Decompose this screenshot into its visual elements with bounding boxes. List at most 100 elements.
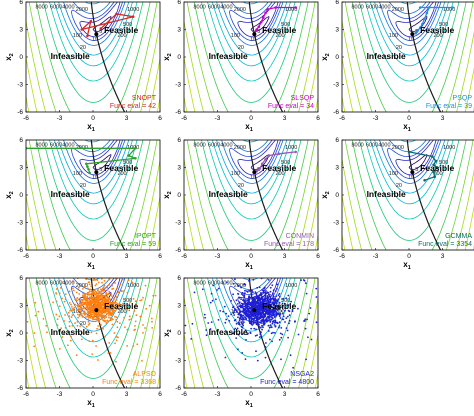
- sample-point: [263, 307, 266, 309]
- contour-line: [237, 140, 279, 176]
- sample-point: [90, 285, 93, 288]
- sample-point: [91, 339, 94, 342]
- sample-point: [68, 302, 71, 304]
- path-point: [258, 167, 262, 170]
- sample-point: [257, 311, 260, 314]
- sample-point: [273, 316, 276, 318]
- sample-point: [97, 299, 100, 301]
- sample-point: [81, 316, 84, 318]
- sample-point: [250, 311, 253, 314]
- sample-point: [78, 307, 80, 310]
- sample-point: [148, 304, 151, 307]
- sample-point: [89, 300, 92, 302]
- sample-point: [287, 336, 289, 339]
- sample-point: [97, 325, 100, 327]
- sample-point: [284, 321, 286, 323]
- sample-point: [84, 299, 87, 302]
- sample-point: [260, 313, 263, 315]
- sample-point: [284, 309, 286, 312]
- sample-point: [103, 316, 105, 318]
- sample-point: [264, 297, 266, 299]
- sample-point: [117, 291, 120, 294]
- path-point: [255, 28, 258, 31]
- sample-point: [69, 309, 71, 312]
- sample-point: [68, 315, 71, 317]
- path-point: [425, 11, 429, 15]
- sample-point: [101, 300, 103, 303]
- contour-line: [63, 2, 126, 46]
- x-axis-label: x1: [245, 260, 253, 271]
- sample-point: [96, 313, 98, 316]
- contour-label: 100: [389, 33, 398, 39]
- sample-point: [110, 307, 113, 310]
- y-tick-label: 0: [19, 330, 23, 337]
- contour-line: [184, 333, 318, 388]
- sample-point: [233, 314, 236, 316]
- sample-point: [205, 334, 208, 337]
- sample-point: [48, 261, 50, 263]
- x-axis-label: x1: [245, 122, 253, 133]
- sample-point: [266, 296, 269, 299]
- x-tick-label: 3: [441, 253, 445, 260]
- sample-point: [95, 345, 97, 347]
- sample-point: [274, 320, 277, 323]
- sample-point: [83, 306, 86, 309]
- sample-point: [268, 308, 271, 311]
- sample-point: [94, 297, 97, 300]
- sample-point: [247, 271, 249, 273]
- sample-point: [274, 325, 277, 328]
- sample-point: [103, 317, 106, 320]
- contour-line: [28, 140, 158, 250]
- path-point: [86, 165, 89, 168]
- sample-point: [88, 297, 91, 300]
- sample-point: [259, 269, 261, 271]
- sample-point: [89, 304, 92, 307]
- sample-point: [106, 288, 109, 291]
- sample-point: [111, 288, 113, 290]
- sample-point: [269, 321, 272, 323]
- sample-point: [34, 314, 37, 317]
- path-point: [257, 25, 261, 29]
- sample-point: [68, 290, 71, 293]
- sample-point: [246, 306, 249, 309]
- sample-point: [242, 294, 244, 296]
- contour-label: 10: [250, 175, 256, 181]
- sample-point: [285, 297, 287, 299]
- sample-point: [267, 305, 270, 307]
- sample-point: [115, 360, 117, 363]
- contour-label: 10: [92, 175, 98, 181]
- sample-point: [258, 297, 261, 299]
- sample-point: [88, 322, 91, 325]
- sample-point: [78, 273, 80, 275]
- sample-point: [244, 299, 247, 301]
- sample-point: [209, 301, 212, 304]
- sample-point: [244, 312, 247, 315]
- sample-point: [273, 321, 276, 324]
- path-point: [423, 17, 426, 20]
- sample-point: [81, 301, 84, 304]
- sample-point: [64, 314, 66, 316]
- sample-point: [203, 313, 206, 316]
- sample-point: [230, 300, 233, 302]
- sample-point: [47, 258, 49, 260]
- sample-point: [151, 320, 153, 323]
- contour-label: 8000: [36, 280, 48, 286]
- contour-line: [379, 140, 442, 184]
- sample-point: [89, 288, 92, 291]
- sample-point: [272, 294, 274, 296]
- sample-point: [257, 295, 260, 298]
- y-tick-label: 6: [19, 0, 23, 6]
- sample-point: [81, 308, 83, 310]
- sample-point: [114, 315, 116, 318]
- sample-point: [225, 318, 228, 321]
- contour-label: 1000: [127, 283, 139, 289]
- contour-line: [184, 21, 318, 112]
- optimum-marker: [410, 32, 415, 37]
- sample-point: [285, 317, 288, 319]
- contour-label: 10: [408, 175, 414, 181]
- y-tick-label: 3: [19, 303, 23, 310]
- path-point: [274, 6, 277, 9]
